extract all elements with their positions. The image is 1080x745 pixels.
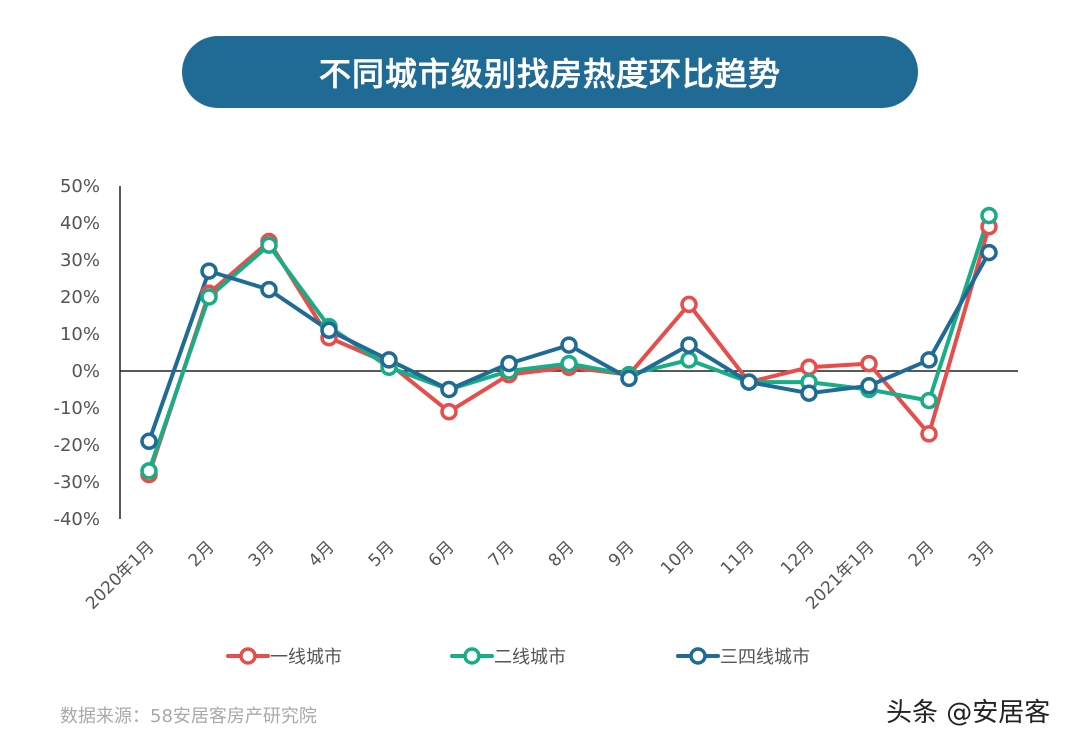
- data-source-note: 数据来源：58安居客房产研究院: [60, 706, 317, 727]
- data-point-series-3: [320, 321, 338, 340]
- data-point-series-3: [260, 280, 278, 299]
- data-point-series-2: [140, 462, 158, 480]
- legend-marker-3: [689, 647, 707, 665]
- x-tick-label: 7月: [485, 537, 519, 571]
- chart-title-banner: 不同城市级别找房热度环比趋势: [182, 36, 918, 108]
- y-tick-label: -10%: [53, 398, 100, 419]
- data-point-series-3: [560, 336, 578, 354]
- x-tick-label: 2月: [905, 537, 939, 571]
- x-tick-label: 3月: [245, 537, 279, 571]
- y-tick-label: -30%: [53, 472, 100, 493]
- x-tick-label: 4月: [305, 537, 339, 571]
- y-tick-label: 40%: [60, 213, 100, 234]
- data-point-series-2: [980, 206, 998, 225]
- x-tick-label: 11月: [717, 537, 758, 578]
- x-tick-label: 3月: [965, 537, 999, 571]
- y-tick-label: -40%: [53, 509, 100, 530]
- data-point-series-3: [740, 373, 758, 391]
- x-tick-label: 6月: [425, 537, 459, 571]
- data-point-series-1: [680, 295, 698, 314]
- legend-marker-2: [463, 647, 481, 665]
- data-point-series-1: [920, 425, 938, 443]
- watermark: 头条 @安居客: [886, 698, 1051, 728]
- data-point-series-1: [860, 354, 878, 373]
- data-point-series-2: [680, 351, 698, 369]
- legend-marker-1: [239, 647, 257, 665]
- data-point-series-3: [500, 354, 518, 373]
- x-tick-label: 2020年1月: [82, 537, 158, 613]
- data-point-series-3: [920, 351, 938, 369]
- x-tick-label: 10月: [657, 537, 698, 578]
- data-point-series-1: [440, 402, 458, 421]
- data-point-series-2: [560, 354, 578, 373]
- x-tick-label: 9月: [605, 537, 639, 571]
- y-tick-label: 30%: [60, 250, 100, 271]
- y-tick-label: 20%: [60, 287, 100, 308]
- data-point-series-3: [800, 384, 818, 402]
- chart-title: 不同城市级别找房热度环比趋势: [318, 55, 781, 93]
- data-point-series-3: [200, 262, 218, 280]
- data-point-series-3: [860, 377, 878, 395]
- y-tick-label: 0%: [71, 361, 100, 382]
- data-point-series-3: [440, 380, 458, 399]
- data-point-series-2: [200, 288, 218, 306]
- data-point-series-3: [380, 351, 398, 369]
- y-tick-label: -20%: [53, 435, 100, 456]
- legend-label-1: 一线城市: [270, 647, 342, 668]
- x-tick-label: 8月: [545, 537, 579, 571]
- y-tick-label: 10%: [60, 324, 100, 345]
- data-point-series-3: [140, 432, 158, 451]
- legend-label-3: 三四线城市: [720, 647, 810, 668]
- data-point-series-3: [680, 336, 698, 354]
- data-point-series-3: [980, 243, 998, 262]
- x-tick-label: 2月: [185, 537, 219, 571]
- data-point-series-1: [800, 358, 818, 377]
- data-point-series-3: [620, 369, 638, 388]
- legend-label-2: 二线城市: [494, 647, 566, 668]
- data-point-series-2: [260, 236, 278, 254]
- y-tick-label: 50%: [60, 176, 100, 197]
- x-tick-label: 5月: [365, 537, 399, 571]
- data-point-series-2: [920, 391, 938, 410]
- x-tick-label: 12月: [777, 537, 818, 578]
